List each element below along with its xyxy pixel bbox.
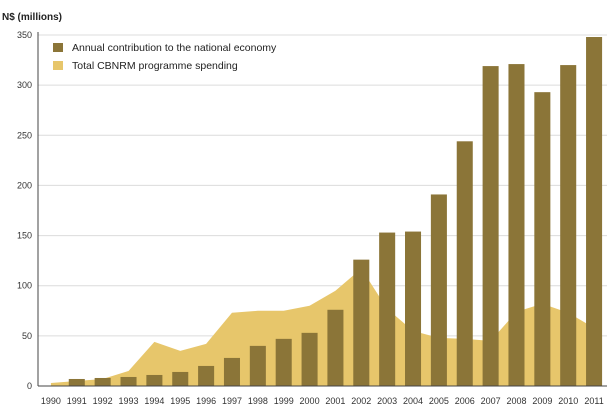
x-tick-label-2011: 2011 xyxy=(584,396,603,406)
bar-2001 xyxy=(327,309,344,386)
bar-2008 xyxy=(508,64,525,386)
legend-swatch-annual-contribution xyxy=(53,43,63,52)
x-tick-label-1995: 1995 xyxy=(170,396,190,406)
bar-2000 xyxy=(301,332,318,386)
x-tick-label-2001: 2001 xyxy=(325,396,345,406)
bar-2005 xyxy=(430,194,447,386)
x-tick-label-1994: 1994 xyxy=(144,396,164,406)
legend-label-total-cbnrm-spending: Total CBNRM programme spending xyxy=(72,60,238,72)
x-tick-label-1993: 1993 xyxy=(119,396,139,406)
x-tick-label-2004: 2004 xyxy=(403,396,423,406)
bar-series-layer xyxy=(68,37,603,387)
x-tick-label-2009: 2009 xyxy=(532,396,552,406)
bar-2009 xyxy=(534,92,551,387)
bar-1993 xyxy=(120,376,137,386)
x-tick-label-2002: 2002 xyxy=(351,396,371,406)
x-tick-label-1999: 1999 xyxy=(274,396,294,406)
x-tick-label-2005: 2005 xyxy=(429,396,449,406)
y-tick-label-50: 50 xyxy=(22,331,32,341)
bar-1999 xyxy=(275,338,292,386)
x-tick-label-1997: 1997 xyxy=(222,396,242,406)
bar-1997 xyxy=(223,357,240,386)
x-tick-label-1991: 1991 xyxy=(67,396,87,406)
legend-swatch-total-cbnrm-spending xyxy=(53,61,63,70)
x-tick-label-2006: 2006 xyxy=(455,396,475,406)
y-tick-label-350: 350 xyxy=(17,30,32,40)
x-tick-label-2000: 2000 xyxy=(300,396,320,406)
bar-2004 xyxy=(405,231,422,386)
x-tick-label-1992: 1992 xyxy=(93,396,113,406)
x-tick-label-1996: 1996 xyxy=(196,396,216,406)
x-tick-label-2007: 2007 xyxy=(481,396,501,406)
bar-1994 xyxy=(146,374,163,386)
bar-2010 xyxy=(560,65,577,386)
y-tick-label-300: 300 xyxy=(17,80,32,90)
bar-2003 xyxy=(379,232,396,386)
legend-label-annual-contribution: Annual contribution to the national econ… xyxy=(72,42,277,54)
bar-1996 xyxy=(198,365,215,386)
x-tick-label-2008: 2008 xyxy=(506,396,526,406)
x-tick-labels: 1990 1991 1992 1993 1994 1995 1996 1997 1998 1999… xyxy=(41,396,604,406)
y-tick-labels: 0 50 100 150 200 250 300 350 xyxy=(17,30,32,391)
y-tick-label-150: 150 xyxy=(17,231,32,241)
bar-2002 xyxy=(353,259,370,386)
y-tick-label-250: 250 xyxy=(17,130,32,140)
bar-2007 xyxy=(482,66,499,387)
gridlines xyxy=(38,34,607,337)
y-tick-label-200: 200 xyxy=(17,180,32,190)
y-tick-label-0: 0 xyxy=(27,381,32,391)
x-tick-label-2010: 2010 xyxy=(558,396,578,406)
bar-1991 xyxy=(68,378,85,386)
bar-2011 xyxy=(586,37,603,387)
x-tick-label-1998: 1998 xyxy=(248,396,268,406)
x-tick-label-2003: 2003 xyxy=(377,396,397,406)
axes xyxy=(37,32,607,387)
bar-2006 xyxy=(456,141,473,386)
y-axis-label: N$ (millions) xyxy=(2,12,62,23)
y-tick-label-100: 100 xyxy=(17,281,32,291)
bar-1992 xyxy=(94,377,111,386)
bar-1998 xyxy=(249,345,266,386)
legend: Annual contribution to the national econ… xyxy=(53,42,277,72)
x-tick-label-1990: 1990 xyxy=(41,396,61,406)
bar-1995 xyxy=(172,371,189,386)
